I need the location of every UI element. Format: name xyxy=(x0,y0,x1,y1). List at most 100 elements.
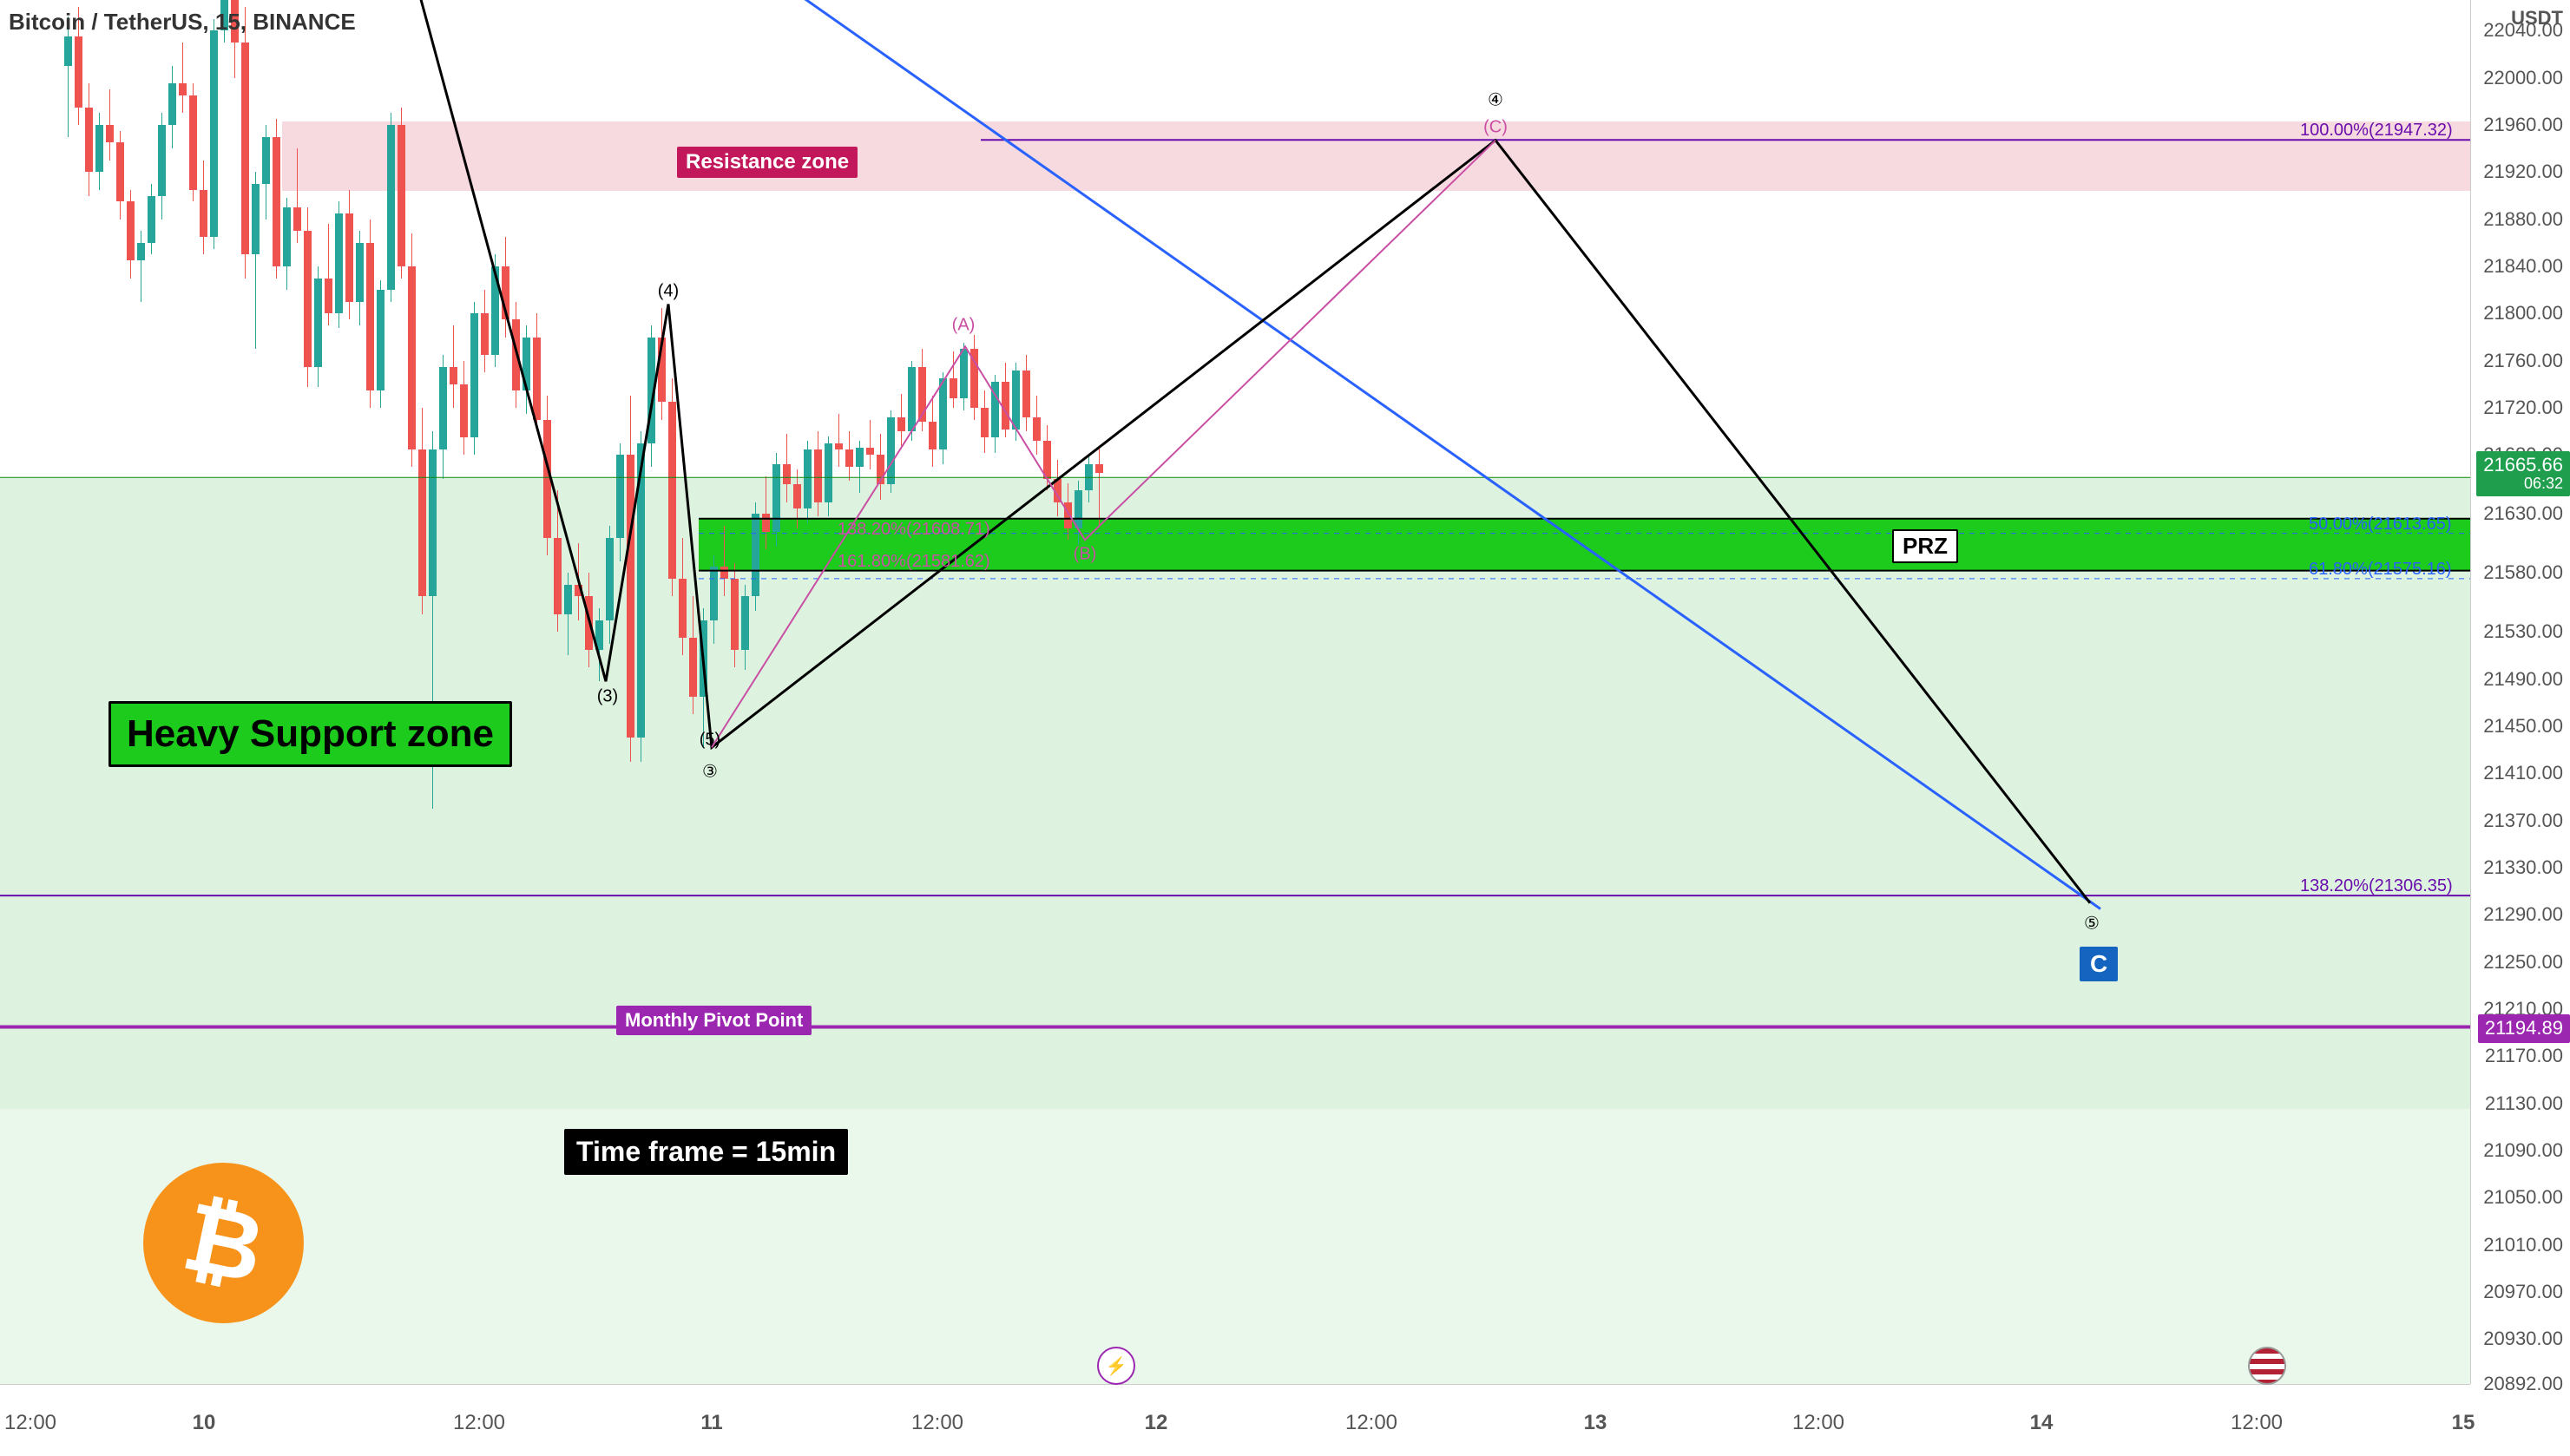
candle-body xyxy=(1012,371,1020,430)
candle-body xyxy=(564,585,572,614)
candle-body xyxy=(189,95,197,190)
candle-body xyxy=(158,125,166,196)
x-tick: 15 xyxy=(2452,1411,2475,1435)
x-tick: 12:00 xyxy=(1792,1411,1844,1435)
candle-body xyxy=(804,449,812,508)
c-label: C xyxy=(2080,947,2118,981)
candle-body xyxy=(658,338,666,403)
candle-body xyxy=(793,484,801,508)
prz-label: PRZ xyxy=(1892,529,1958,563)
candle-body xyxy=(429,449,437,597)
candle-body xyxy=(481,313,489,355)
candle-body xyxy=(418,449,426,597)
y-tick: 20892.00 xyxy=(2483,1374,2563,1394)
pivot-label: Monthly Pivot Point xyxy=(616,1006,812,1035)
wave-label: (C) xyxy=(1483,117,1508,137)
candle-body xyxy=(523,338,530,390)
x-tick: 13 xyxy=(1584,1411,1607,1435)
candle-body xyxy=(616,455,624,537)
y-tick: 21840.00 xyxy=(2483,257,2563,276)
candle-body xyxy=(75,36,82,108)
candle-wick xyxy=(182,43,183,114)
candle-body xyxy=(929,422,937,449)
y-tick: 21330.00 xyxy=(2483,858,2563,877)
fib-100-text: 100.00%(21947.32) xyxy=(2300,121,2453,141)
candle-body xyxy=(950,378,957,398)
y-tick: 20930.00 xyxy=(2483,1329,2563,1348)
candle-body xyxy=(439,367,447,449)
candle-body xyxy=(273,137,280,266)
candle-body xyxy=(856,448,864,467)
resistance-zone xyxy=(282,121,2470,191)
candle-body xyxy=(470,313,478,437)
btc-logo: ₿ xyxy=(143,1163,304,1323)
pivot-price-tag: 21194.89 xyxy=(2478,1014,2570,1042)
x-tick: 12:00 xyxy=(1345,1411,1397,1435)
y-tick: 22000.00 xyxy=(2483,69,2563,88)
candle-body xyxy=(127,201,135,260)
candle-body xyxy=(210,30,218,237)
candle-body xyxy=(554,538,562,614)
x-tick: 14 xyxy=(2030,1411,2054,1435)
y-tick: 21050.00 xyxy=(2483,1188,2563,1207)
candle-body xyxy=(887,417,895,484)
candle-body xyxy=(1075,490,1082,528)
y-tick: 21800.00 xyxy=(2483,304,2563,323)
candle-body xyxy=(866,448,874,455)
candle-body xyxy=(85,108,93,173)
candle-body xyxy=(314,279,322,367)
y-tick: 22040.00 xyxy=(2483,21,2563,40)
candle-body xyxy=(1033,417,1041,441)
wave-label: (3) xyxy=(597,686,618,706)
candle-body xyxy=(679,579,687,638)
candle-body xyxy=(1002,382,1009,429)
candle-body xyxy=(731,579,739,650)
candle-body xyxy=(637,443,645,738)
candle-body xyxy=(1022,371,1030,417)
candle-body xyxy=(908,367,916,432)
y-tick: 21880.00 xyxy=(2483,210,2563,229)
candle-body xyxy=(783,464,791,484)
candle-wick xyxy=(1099,448,1100,526)
candle-body xyxy=(606,538,614,620)
candle-body xyxy=(939,378,947,449)
candle-body xyxy=(148,196,155,243)
candle-body xyxy=(647,338,655,443)
candle-body xyxy=(252,184,260,255)
candle-body xyxy=(772,464,780,531)
candle-body xyxy=(502,266,509,319)
candle-body xyxy=(585,596,593,649)
candle-wick xyxy=(838,414,839,467)
candle-body xyxy=(200,190,207,237)
btc-glyph: ₿ xyxy=(174,1181,273,1305)
y-tick: 21630.00 xyxy=(2483,504,2563,523)
y-tick: 21410.00 xyxy=(2483,764,2563,783)
candle-body xyxy=(1043,441,1051,478)
wave-label: ⑤ xyxy=(2084,912,2100,934)
candle-body xyxy=(575,585,582,597)
y-tick: 21920.00 xyxy=(2483,162,2563,181)
candle-body xyxy=(627,455,634,738)
y-tick: 21250.00 xyxy=(2483,953,2563,972)
x-tick: 12:00 xyxy=(2231,1411,2283,1435)
y-tick: 21170.00 xyxy=(2485,1046,2563,1066)
candle-body xyxy=(293,207,301,231)
candle-body xyxy=(752,514,759,596)
y-tick: 21960.00 xyxy=(2483,115,2563,134)
candle-body xyxy=(95,125,103,172)
y-tick: 21490.00 xyxy=(2483,670,2563,689)
fib-50-text: 50.00%(21613.65) xyxy=(2309,515,2452,535)
candle-body xyxy=(845,449,853,467)
candle-wick xyxy=(724,526,725,597)
candle-body xyxy=(918,367,926,423)
candle-body xyxy=(304,231,312,366)
y-tick: 21090.00 xyxy=(2483,1141,2563,1160)
candle-body xyxy=(377,290,385,390)
candle-body xyxy=(1095,464,1103,473)
y-tick: 21290.00 xyxy=(2483,905,2563,924)
candle-body xyxy=(345,213,353,302)
candle-body xyxy=(356,243,364,302)
candle-body xyxy=(366,243,374,390)
y-tick: 21760.00 xyxy=(2483,351,2563,371)
candle-wick xyxy=(578,543,579,620)
